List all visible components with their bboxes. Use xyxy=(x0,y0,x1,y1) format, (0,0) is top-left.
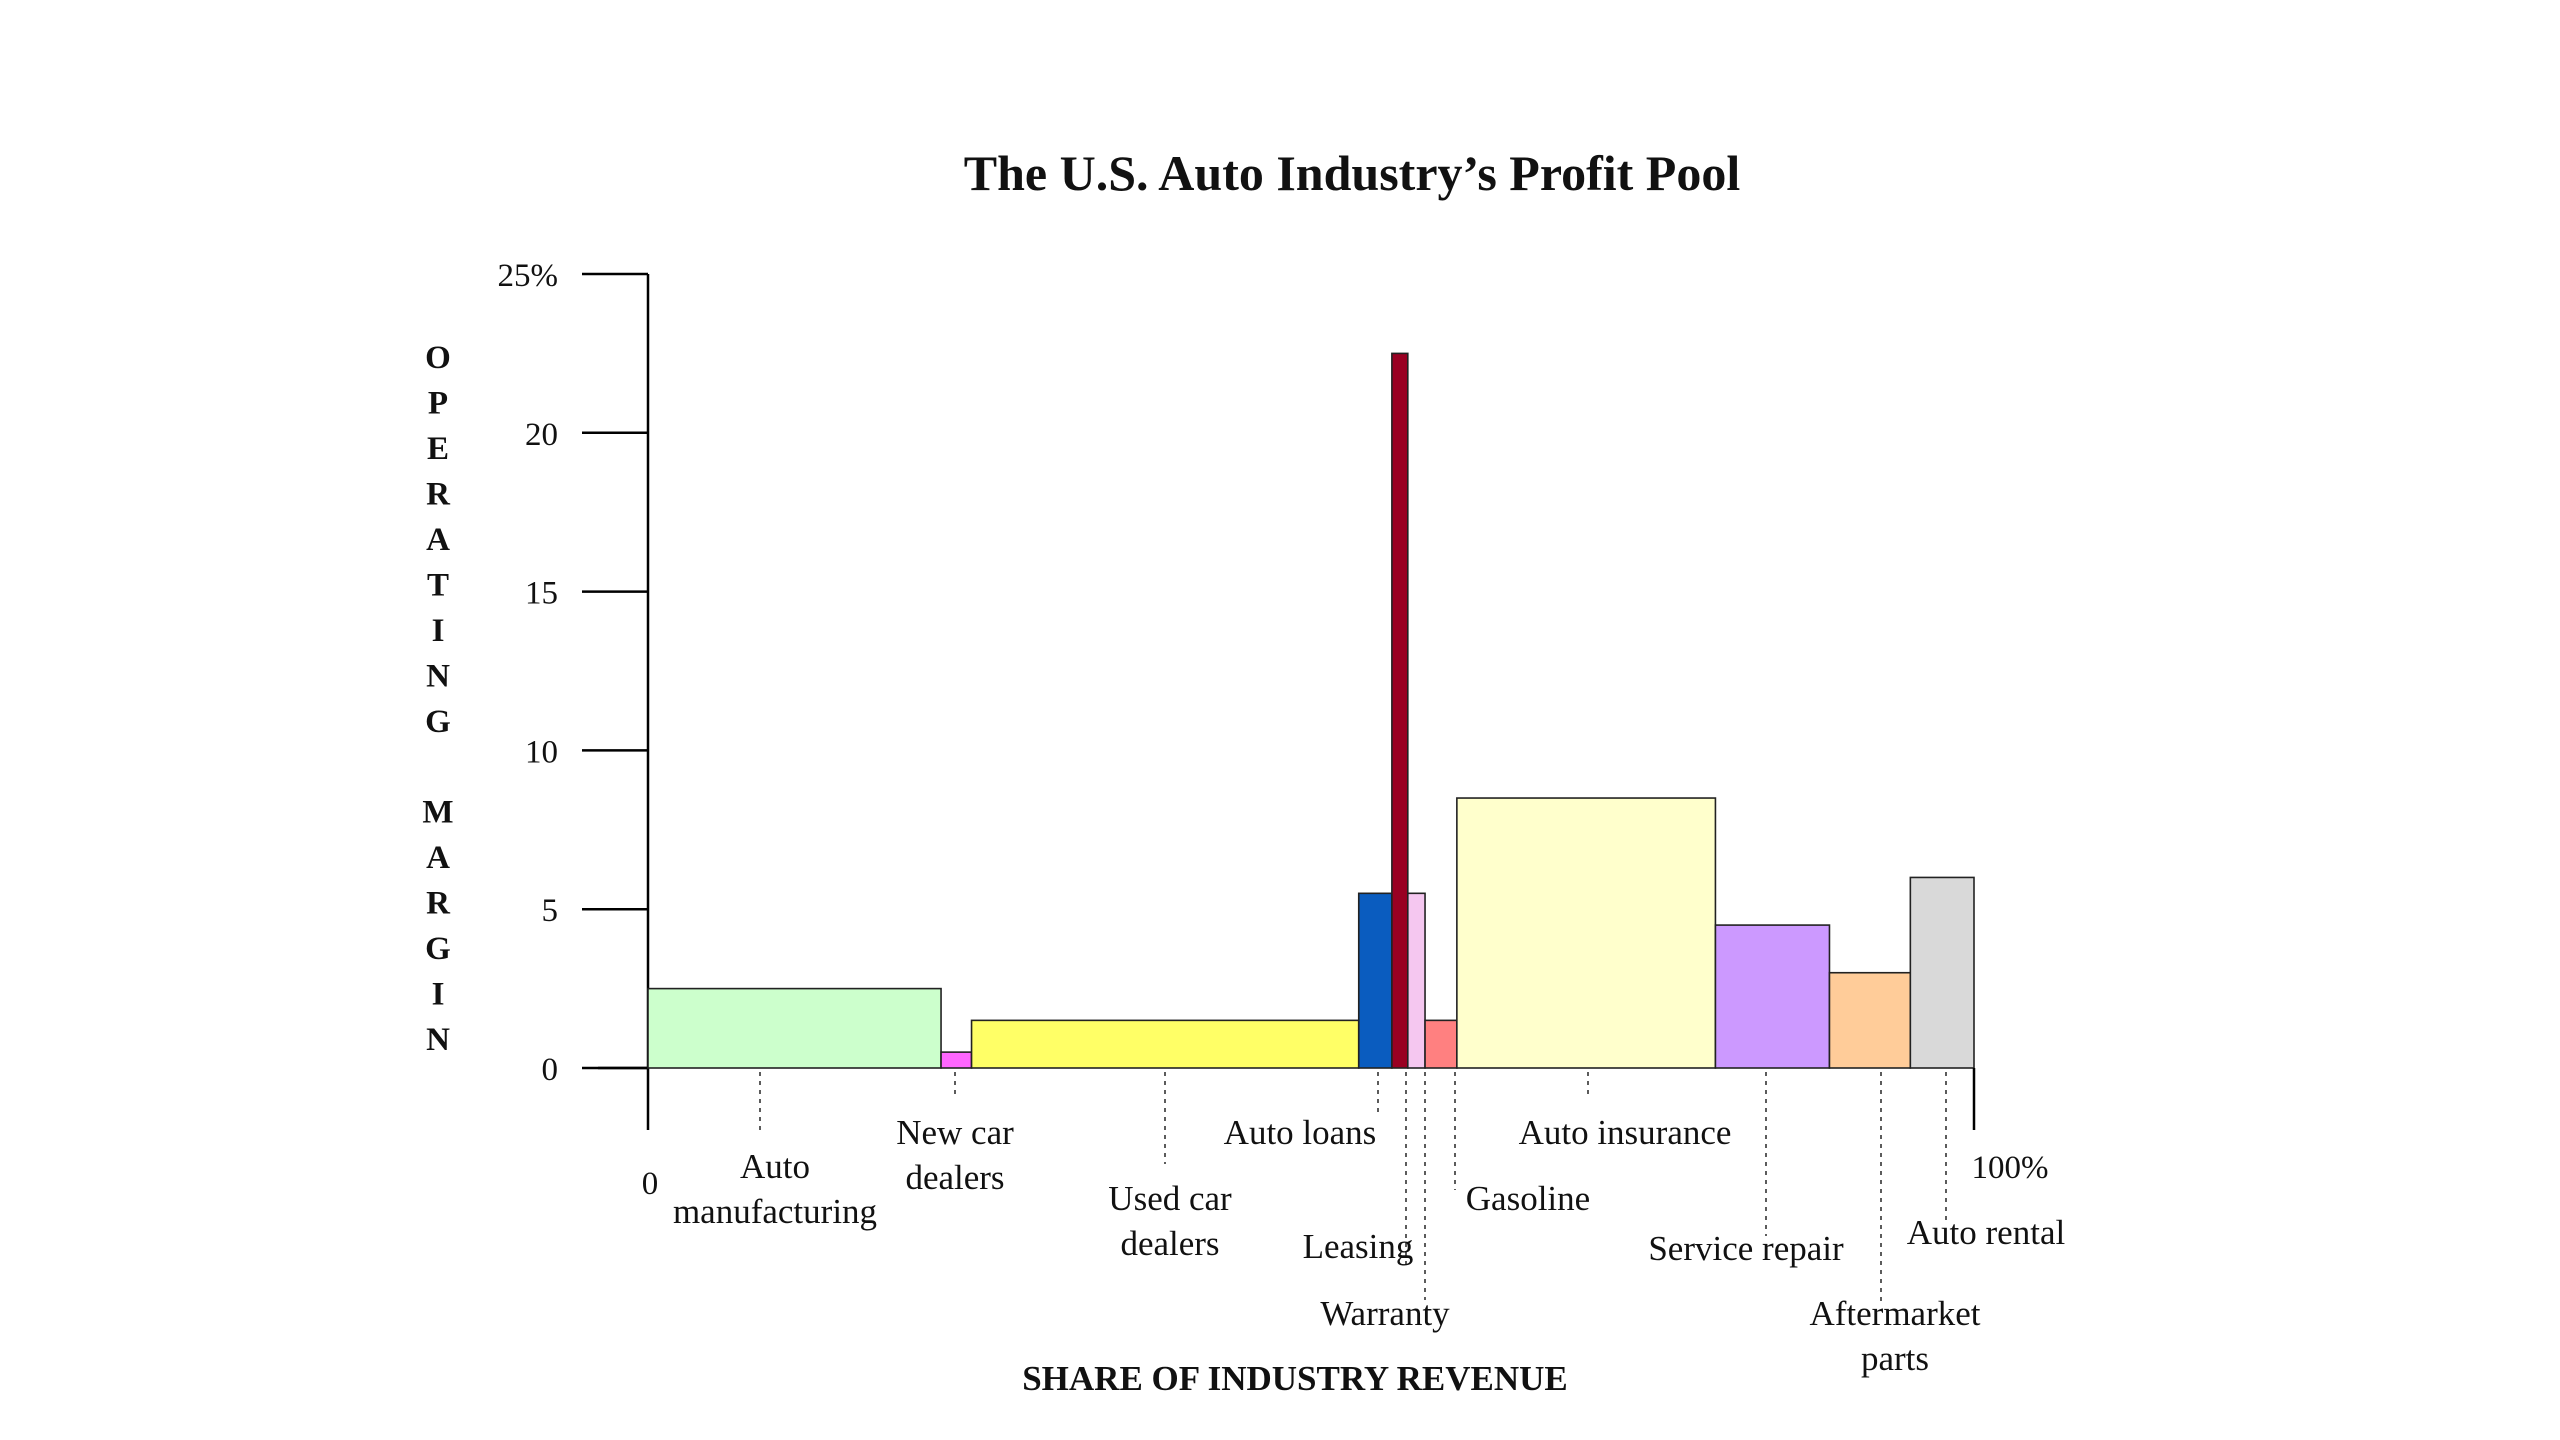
bar-gasoline xyxy=(1424,1019,1458,1069)
bar-new-car-dealers xyxy=(940,1051,973,1069)
bar-aftermarket-parts xyxy=(1828,971,1912,1069)
bar-auto-rental xyxy=(1909,876,1975,1069)
y-axis: 0 5 10 15 20 25% xyxy=(498,258,650,1130)
y-axis-title-letter: G xyxy=(425,931,451,967)
y-tick-label: 25% xyxy=(498,258,559,294)
y-axis-title-letter: G xyxy=(425,704,451,740)
category-label-auto-loans: Auto loans xyxy=(1224,1113,1377,1152)
y-axis-title-letter: A xyxy=(426,522,450,558)
y-axis-title-letter: I xyxy=(432,613,445,649)
y-tick-label: 15 xyxy=(525,576,558,612)
bar-auto-manufacturing xyxy=(647,987,942,1069)
y-axis-title-letter: N xyxy=(426,659,450,695)
category-label-warranty: Warranty xyxy=(1320,1294,1450,1333)
chart-title: The U.S. Auto Industry’s Profit Pool xyxy=(964,145,1741,201)
category-label-used-car-dealers: Used car dealers xyxy=(1108,1179,1232,1263)
bar-auto-loans xyxy=(1357,892,1393,1069)
category-label-auto-insurance: Auto insurance xyxy=(1519,1113,1732,1152)
y-tick-label: 0 xyxy=(542,1052,559,1088)
x-axis: 0 100% xyxy=(642,1068,2049,1202)
category-label-auto-manufacturing: Auto manufacturing xyxy=(673,1147,877,1231)
y-axis-title-letter: M xyxy=(422,795,453,831)
y-axis-title-letter: E xyxy=(427,431,449,467)
category-label-leasing: Leasing xyxy=(1303,1227,1414,1266)
x-tick-label-start: 0 xyxy=(642,1166,659,1202)
y-axis-title-letter: P xyxy=(428,386,448,422)
y-axis-title-letter: R xyxy=(426,477,451,513)
category-label-new-car-dealers: New car dealers xyxy=(896,1113,1014,1197)
bar-used-car-dealers xyxy=(970,1019,1360,1069)
x-tick-label-end: 100% xyxy=(1972,1150,2049,1186)
category-label-auto-rental: Auto rental xyxy=(1907,1213,2066,1252)
y-axis-title-letter: O xyxy=(425,340,451,376)
bar-auto-insurance xyxy=(1456,797,1717,1069)
x-axis-title: SHARE OF INDUSTRY REVENUE xyxy=(1022,1359,1568,1398)
category-label-gasoline: Gasoline xyxy=(1466,1179,1590,1218)
bars xyxy=(647,352,1975,1069)
y-tick-label: 5 xyxy=(542,893,559,929)
bar-leasing xyxy=(1391,352,1409,1069)
y-axis-title-letter: A xyxy=(426,840,450,876)
y-axis-title-letter: N xyxy=(426,1022,450,1058)
y-tick-label: 10 xyxy=(525,734,558,770)
y-tick-label: 20 xyxy=(525,417,558,453)
category-label-aftermarket-parts: Aftermarket parts xyxy=(1809,1294,1980,1378)
category-label-service-repair: Service repair xyxy=(1648,1229,1844,1268)
y-axis-title-letter: I xyxy=(432,977,445,1013)
y-axis-title-letter: R xyxy=(426,886,451,922)
y-axis-title-letter: T xyxy=(427,568,449,604)
bar-warranty xyxy=(1406,892,1426,1069)
bar-service-repair xyxy=(1714,924,1831,1069)
